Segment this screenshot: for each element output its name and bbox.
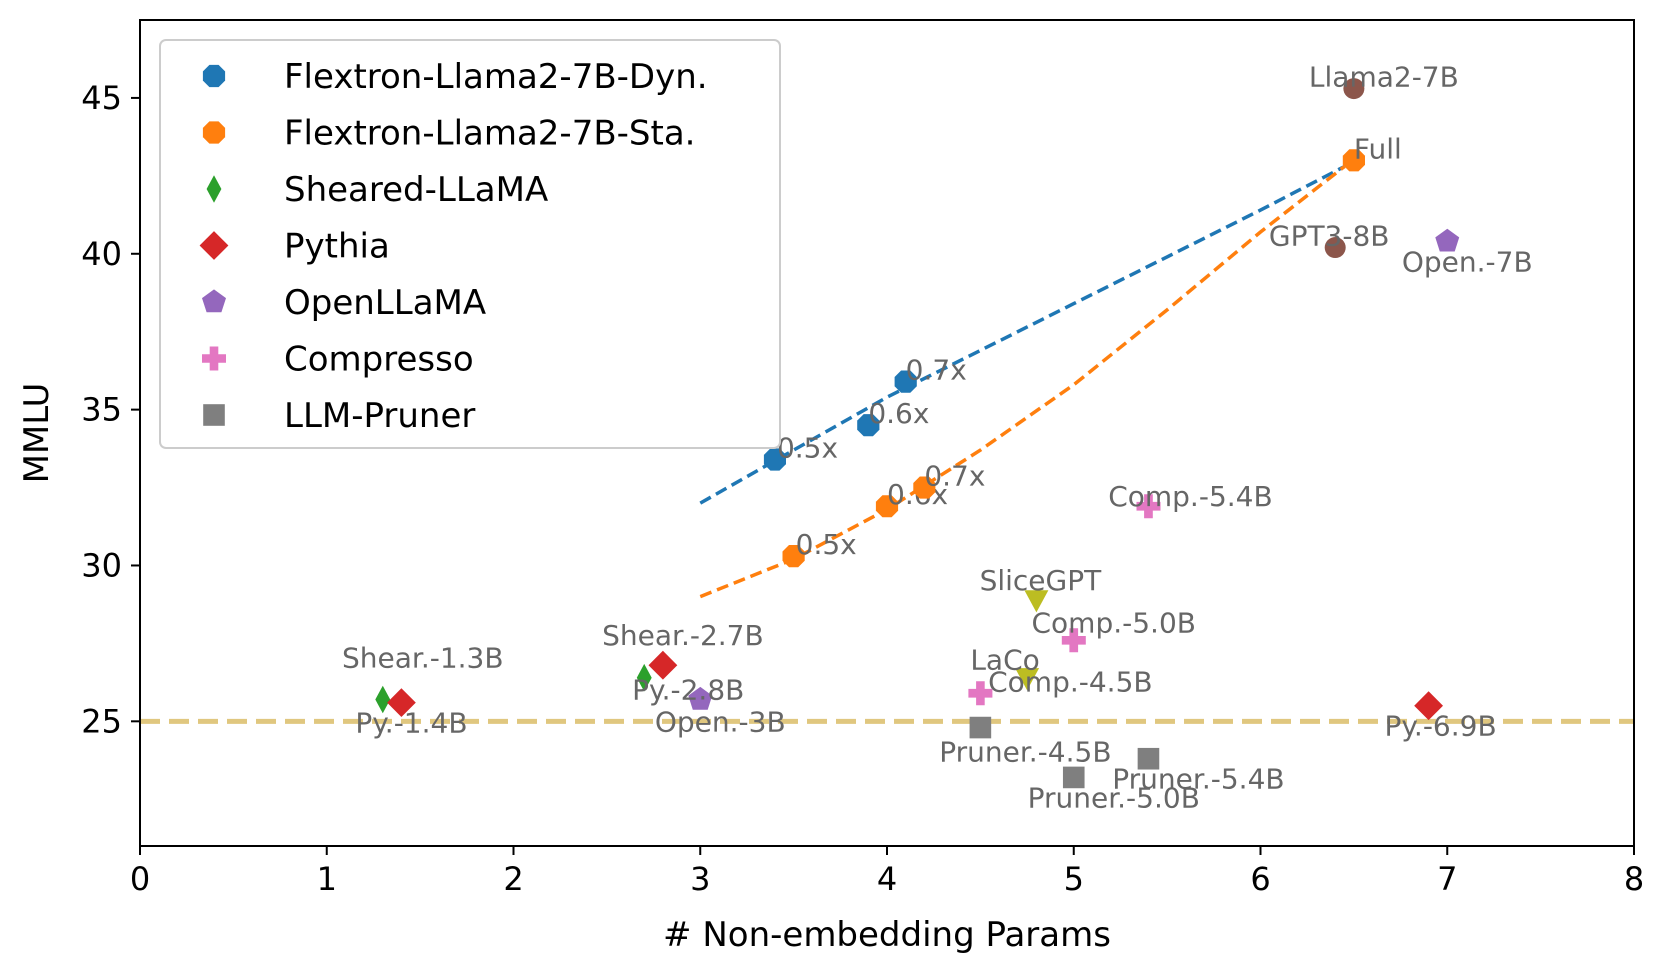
y-tick-label: 45 bbox=[81, 79, 122, 117]
point-label-py-6-9b: Py.-6.9B bbox=[1384, 710, 1496, 743]
legend-label-openllama: OpenLLaMA bbox=[284, 283, 486, 323]
legend-marker-flextron-llama2-7b-sta bbox=[202, 121, 226, 144]
x-tick-label: 0 bbox=[130, 860, 150, 898]
legend-label-flextron-llama2-7b-dyn: Flextron-Llama2-7B-Dyn. bbox=[284, 57, 708, 97]
y-tick-label: 25 bbox=[81, 702, 122, 740]
point-label-0-5x: 0.5x bbox=[796, 528, 857, 561]
point-pythia bbox=[648, 650, 678, 680]
y-tick-label: 35 bbox=[81, 391, 122, 429]
x-tick-label: 3 bbox=[690, 860, 710, 898]
point-flextron-llama2-7b-dyn bbox=[894, 370, 917, 393]
point-sheared-llama bbox=[636, 663, 652, 692]
point-label-shear-1-3b: Shear.-1.3B bbox=[342, 642, 504, 675]
y-axis-label: MMLU bbox=[17, 383, 57, 484]
x-tick-label: 7 bbox=[1437, 860, 1457, 898]
x-tick-label: 6 bbox=[1250, 860, 1270, 898]
point-label-comp-5-4b: Comp.-5.4B bbox=[1108, 480, 1272, 513]
point-flextron-llama2-7b-sta bbox=[1342, 149, 1365, 172]
point-flextron-llama2-7b-sta bbox=[782, 545, 805, 568]
point-sheared-llama bbox=[375, 685, 391, 714]
point-compresso bbox=[1061, 628, 1086, 653]
x-tick-label: 5 bbox=[1064, 860, 1084, 898]
point-label-0-7x: 0.7x bbox=[906, 354, 967, 387]
x-tick-label: 8 bbox=[1624, 860, 1644, 898]
point-llm-pruner bbox=[1137, 747, 1160, 770]
annotation-open-3b: Open.-3B bbox=[655, 705, 786, 738]
point-llm-pruner bbox=[969, 716, 992, 739]
point-gpt3 bbox=[1324, 237, 1346, 259]
point-label-py-2-8b: Py.-2.8B bbox=[632, 674, 744, 707]
point-label-pruner-5-4b: Pruner.-5.4B bbox=[1112, 763, 1284, 796]
legend-marker-openllama bbox=[202, 289, 226, 313]
trend-line-flextron-llama2-7b-sta bbox=[699, 165, 1346, 599]
point-label-0-5x: 0.5x bbox=[777, 431, 838, 464]
point-pythia bbox=[387, 688, 416, 717]
legend-marker-llm-pruner bbox=[203, 404, 225, 426]
point-compresso bbox=[1136, 494, 1161, 519]
legend: Flextron-Llama2-7B-Dyn. Flextron-Llama2-7… bbox=[159, 39, 781, 449]
point-label-pruner-5-0b: Pruner.-5.0B bbox=[1028, 781, 1200, 814]
point-flextron-llama2-7b-sta bbox=[913, 476, 936, 499]
legend-marker-pythia bbox=[199, 231, 229, 260]
point-label-py-1-4b: Py.-1.4B bbox=[355, 707, 467, 740]
point-label-pruner-4-5b: Pruner.-4.5B bbox=[939, 736, 1111, 769]
x-axis-label: # Non-embedding Params bbox=[663, 915, 1111, 955]
x-tick-label: 1 bbox=[317, 860, 337, 898]
y-tick-label: 40 bbox=[81, 235, 122, 273]
legend-marker-flextron-llama2-7b-dyn bbox=[202, 64, 226, 88]
point-openllama bbox=[1435, 228, 1460, 252]
legend-box bbox=[159, 39, 781, 449]
point-llm-pruner bbox=[1062, 766, 1085, 789]
legend-label-pythia: Pythia bbox=[284, 227, 390, 267]
point-llama2 bbox=[1343, 78, 1365, 100]
legend-label-llm-pruner: LLM-Pruner bbox=[284, 396, 475, 436]
trend-line-flextron-llama2-7b-dyn bbox=[699, 164, 1346, 505]
point-label-llama2-7b: Llama2-7B bbox=[1309, 61, 1459, 94]
point-slicegpt bbox=[1024, 590, 1049, 613]
point-label-comp-4-5b: Comp.-4.5B bbox=[988, 665, 1152, 698]
legend-marker-compresso bbox=[202, 346, 226, 371]
point-flextron-llama2-7b-dyn bbox=[857, 414, 880, 437]
point-label-full: Full bbox=[1354, 132, 1402, 165]
point-label-laco: LaCo bbox=[970, 644, 1039, 677]
point-flextron-llama2-7b-dyn bbox=[763, 448, 786, 471]
point-openllama bbox=[688, 686, 713, 710]
point-compresso bbox=[968, 681, 993, 706]
legend-label-compresso: Compresso bbox=[284, 340, 474, 380]
point-laco bbox=[1015, 668, 1040, 691]
point-label-0-6x: 0.6x bbox=[868, 397, 929, 430]
point-pythia bbox=[1414, 691, 1443, 721]
point-label-shear-2-7b: Shear.-2.7B bbox=[602, 619, 764, 652]
legend-label-flextron-llama2-7b-sta: Flextron-Llama2-7B-Sta. bbox=[284, 114, 696, 154]
point-label-0-7x: 0.7x bbox=[924, 460, 985, 493]
point-label-slicegpt: SliceGPT bbox=[980, 564, 1103, 597]
plot-area: Llama2-7B GPT3-8B SliceGPT LaCo 0.5x 0.6x 0.7x… bbox=[140, 61, 1634, 814]
y-tick-label: 30 bbox=[81, 546, 122, 584]
point-label-comp-5-0b: Comp.-5.0B bbox=[1032, 606, 1196, 639]
legend-marker-sheared-llama bbox=[206, 175, 222, 203]
point-flextron-llama2-7b-sta bbox=[875, 495, 899, 518]
x-tick-label: 2 bbox=[503, 860, 523, 898]
legend-label-sheared-llama: Sheared-LLaMA bbox=[284, 170, 548, 210]
point-label-gpt3-8b: GPT3-8B bbox=[1269, 220, 1390, 253]
point-label-open-7b: Open.-7B bbox=[1402, 245, 1533, 278]
x-tick-label: 4 bbox=[877, 860, 897, 898]
